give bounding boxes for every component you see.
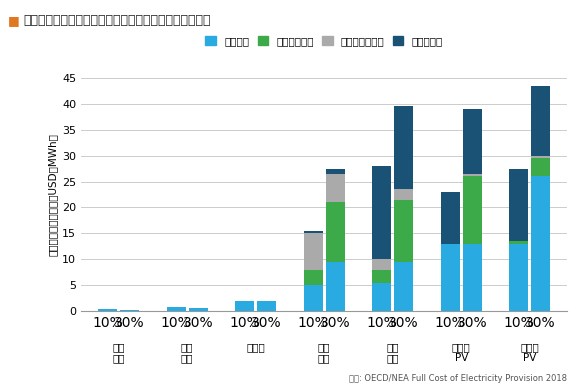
Bar bbox=[394, 189, 413, 200]
Bar bbox=[509, 241, 529, 244]
Text: 洋上
風力: 洋上 風力 bbox=[387, 342, 399, 363]
Bar bbox=[509, 168, 529, 241]
Text: 出所: OECD/NEA Full Cost of Electricity Provision 2018: 出所: OECD/NEA Full Cost of Electricity Pr… bbox=[349, 374, 567, 383]
Bar bbox=[235, 301, 254, 311]
Text: 原子力: 原子力 bbox=[246, 342, 265, 352]
Bar bbox=[372, 259, 391, 270]
Bar bbox=[394, 200, 413, 262]
Bar bbox=[463, 109, 482, 174]
Y-axis label: システムコスト総額（USD・MWh）: システムコスト総額（USD・MWh） bbox=[48, 133, 58, 256]
Bar bbox=[304, 285, 323, 311]
Bar bbox=[372, 270, 391, 283]
Bar bbox=[531, 176, 550, 311]
Bar bbox=[531, 158, 550, 176]
Text: 陸上
風力: 陸上 風力 bbox=[318, 342, 331, 363]
Bar bbox=[463, 244, 482, 311]
Bar bbox=[394, 106, 413, 189]
Text: 変動性再エネのシェア拡大に伴いシステムコストは増大: 変動性再エネのシェア拡大に伴いシステムコストは増大 bbox=[23, 14, 211, 26]
Bar bbox=[304, 270, 323, 285]
Text: 家庭用
PV: 家庭用 PV bbox=[452, 342, 471, 363]
Bar bbox=[325, 174, 345, 202]
Bar bbox=[304, 233, 323, 270]
Text: 石炭
火力: 石炭 火力 bbox=[181, 342, 193, 363]
Bar bbox=[325, 168, 345, 174]
Bar bbox=[257, 301, 276, 311]
Bar bbox=[189, 308, 208, 311]
Bar bbox=[531, 86, 550, 156]
Bar bbox=[441, 192, 460, 244]
Bar bbox=[394, 262, 413, 311]
Text: ■: ■ bbox=[8, 14, 20, 26]
Legend: 接続費用, 送配電網費用, バランスコスト, 活用コスト: 接続費用, 送配電網費用, バランスコスト, 活用コスト bbox=[201, 32, 447, 50]
Bar bbox=[325, 262, 345, 311]
Bar bbox=[325, 202, 345, 262]
Bar bbox=[304, 231, 323, 233]
Bar bbox=[372, 283, 391, 311]
Bar bbox=[372, 166, 391, 259]
Bar bbox=[120, 310, 140, 311]
Bar bbox=[463, 176, 482, 244]
Text: 事業用
PV: 事業用 PV bbox=[521, 342, 539, 363]
Bar bbox=[531, 156, 550, 158]
Bar bbox=[463, 174, 482, 176]
Bar bbox=[98, 308, 118, 311]
Bar bbox=[509, 244, 529, 311]
Text: ガス
火力: ガス 火力 bbox=[112, 342, 125, 363]
Bar bbox=[441, 244, 460, 311]
Bar bbox=[167, 307, 186, 311]
